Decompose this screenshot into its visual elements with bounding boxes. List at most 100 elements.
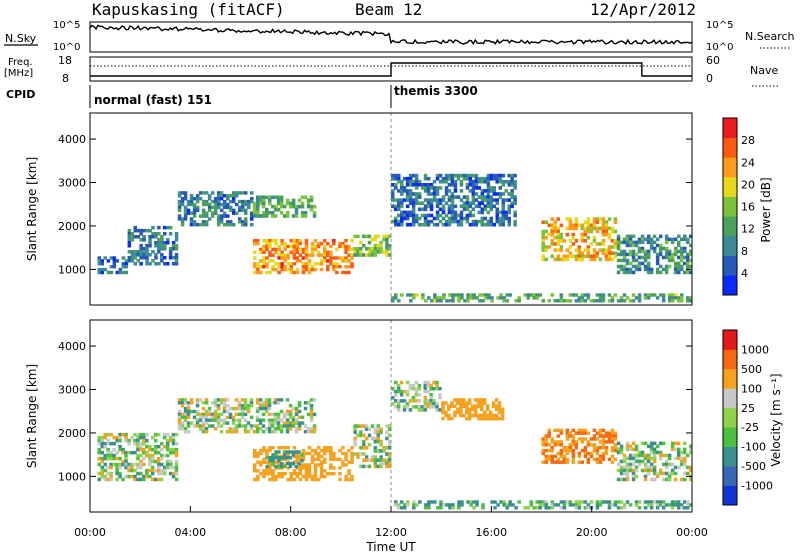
echo-cell <box>481 299 485 303</box>
echo-cell <box>370 250 375 254</box>
echo-cell <box>124 453 128 458</box>
echo-cell <box>268 211 272 215</box>
echo-cell <box>550 446 554 450</box>
echo-cell <box>370 436 375 441</box>
echo-cell <box>397 503 401 507</box>
echo-cell <box>466 293 470 297</box>
echo-cell <box>274 453 278 457</box>
echo-cell <box>592 217 597 221</box>
echo-cell <box>471 186 476 190</box>
echo-cell <box>127 228 132 233</box>
echo-cell <box>183 208 188 212</box>
echo-cell <box>631 462 636 467</box>
echo-cell <box>228 427 233 431</box>
echo-cell <box>637 293 642 297</box>
echo-cell <box>297 415 302 419</box>
echo-cell <box>234 430 239 434</box>
echo-cell <box>589 229 594 234</box>
echo-cell <box>610 229 615 234</box>
echo-cell <box>259 448 263 453</box>
echo-cell <box>432 222 437 227</box>
echo-cell <box>670 462 675 467</box>
echo-cell <box>232 199 236 204</box>
echo-cell <box>610 239 615 243</box>
echo-cell <box>562 454 567 459</box>
echo-cell <box>502 500 506 504</box>
echo-cell <box>448 503 452 507</box>
echo-cell <box>441 410 445 415</box>
echo-cell <box>568 220 573 224</box>
echo-cell <box>394 207 398 212</box>
echo-cell <box>359 446 363 450</box>
echo-cell <box>198 191 203 195</box>
echo-cell <box>463 299 467 303</box>
echo-cell <box>201 214 206 218</box>
echo-cell <box>265 211 269 215</box>
echo-cell <box>460 503 464 507</box>
echo-cell <box>359 247 363 251</box>
echo-cell <box>192 223 197 227</box>
echo-cell <box>142 435 146 440</box>
echo-cell <box>625 471 630 476</box>
echo-cell <box>100 435 104 440</box>
echo-cell <box>622 270 627 275</box>
echo-cell <box>285 198 290 203</box>
echo-cell <box>447 222 452 227</box>
echo-cell <box>376 464 380 469</box>
echo-cell <box>280 250 284 254</box>
echo-cell <box>553 440 557 444</box>
echo-cell <box>271 211 275 215</box>
echo-cell <box>625 234 630 239</box>
echo-cell <box>686 258 690 263</box>
echo-cell <box>180 191 185 195</box>
echo-cell <box>237 406 242 411</box>
echo-cell <box>142 253 146 257</box>
echo-cell <box>411 192 416 196</box>
echo-cell <box>244 208 248 212</box>
echo-cell <box>276 415 281 419</box>
echo-cell <box>256 211 260 215</box>
echo-cell <box>394 389 398 394</box>
echo-cell <box>438 408 442 412</box>
echo-cell <box>301 267 306 272</box>
y-tick-label: 3000 <box>58 177 86 190</box>
echo-cell <box>604 229 609 234</box>
echo-cell <box>396 386 401 391</box>
echo-cell <box>637 246 642 251</box>
echo-cell <box>426 186 431 190</box>
echo-cell <box>673 500 678 504</box>
echo-cell <box>285 424 290 428</box>
echo-cell <box>228 406 233 411</box>
echo-cell <box>279 424 284 428</box>
echo-cell <box>450 201 455 205</box>
echo-cell <box>616 258 621 263</box>
echo-cell <box>414 216 419 221</box>
echo-cell <box>400 186 404 190</box>
echo-cell <box>280 472 284 476</box>
echo-cell <box>670 500 675 504</box>
echo-cell <box>423 189 428 193</box>
echo-cell <box>480 201 485 205</box>
echo-cell <box>234 424 239 428</box>
echo-cell <box>298 466 303 470</box>
echo-cell <box>279 195 284 200</box>
nsky-line <box>89 24 693 46</box>
echo-cell <box>160 253 164 257</box>
echo-cell <box>109 477 113 482</box>
echo-cell <box>394 176 398 181</box>
echo-cell <box>652 456 657 461</box>
echo-cell <box>189 217 194 221</box>
echo-cell <box>677 450 681 455</box>
echo-cell <box>613 220 618 224</box>
echo-cell <box>586 506 591 510</box>
colorbar-tick-label: 24 <box>741 156 755 169</box>
echo-cell <box>145 444 149 449</box>
echo-cell <box>222 401 227 405</box>
echo-cell <box>385 240 389 245</box>
echo-cell <box>405 198 410 202</box>
echo-cell <box>541 232 545 237</box>
echo-cell <box>689 252 693 257</box>
echo-cell <box>160 238 164 242</box>
echo-cell <box>376 436 380 441</box>
echo-cell <box>286 466 290 470</box>
